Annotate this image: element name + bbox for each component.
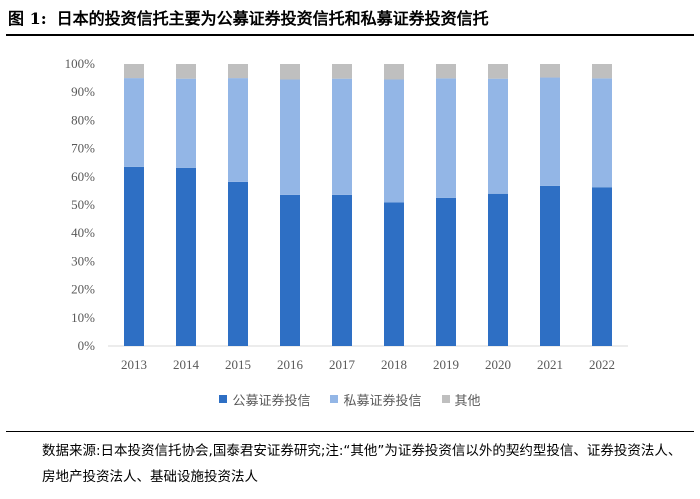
bar-segment-other-2013 [124, 64, 144, 79]
stacked-bar-chart: 0% 10% 20% 30% 40% 50% 60% 70% 80% 90% 100% 2013 201… [65, 56, 628, 372]
bar-segment-public-2020 [488, 193, 508, 346]
bar-segment-private-2021 [540, 77, 560, 186]
figure-title: 图 1: 日本的投资信托主要为公募证券投资信托和私募证券投资信托 [8, 6, 692, 34]
bar-segment-private-2018 [384, 79, 404, 203]
x-tick-label: 2018 [381, 357, 407, 372]
y-tick-label: 60% [71, 169, 95, 184]
y-tick-label: 20% [71, 282, 95, 297]
figure-title-text: 日本的投资信托主要为公募证券投资信托和私募证券投资信托 [56, 9, 489, 28]
x-tick-label: 2020 [485, 357, 511, 372]
bar-segment-public-2014 [176, 167, 196, 346]
y-tick-label: 100% [65, 56, 96, 71]
y-tick-label: 40% [71, 225, 95, 240]
bar-segment-private-2016 [280, 79, 300, 195]
x-tick-label: 2021 [537, 357, 563, 372]
title-rule [6, 34, 694, 36]
y-tick-label: 50% [71, 197, 95, 212]
figure-label: 图 1: [8, 9, 47, 28]
bar-segment-public-2019 [436, 197, 456, 346]
x-tick-label: 2015 [225, 357, 251, 372]
bar-segment-public-2017 [332, 194, 352, 346]
bar-segment-other-2022 [592, 64, 612, 79]
legend-item: 其他 [441, 388, 481, 410]
bar-segment-other-2016 [280, 64, 300, 80]
bar-segment-other-2017 [332, 64, 352, 79]
x-tick-label: 2014 [173, 357, 200, 372]
y-tick-label: 30% [71, 253, 95, 268]
bar-segment-private-2019 [436, 78, 456, 198]
bar-segment-other-2015 [228, 64, 248, 79]
y-tick-label: 10% [71, 310, 95, 325]
bar-segment-other-2018 [384, 64, 404, 80]
bar-segment-other-2021 [540, 64, 560, 78]
x-tick-label: 2013 [121, 357, 147, 372]
y-tick-label: 0% [78, 338, 96, 353]
legend-swatch [441, 395, 450, 403]
legend-swatch [219, 395, 228, 403]
bar-segment-public-2018 [384, 202, 404, 346]
bar-segment-private-2014 [176, 78, 196, 168]
bar-segment-private-2013 [124, 78, 144, 167]
legend-swatch [330, 395, 339, 403]
y-tick-label: 70% [71, 141, 95, 156]
legend-item: 公募证券投信 [219, 388, 310, 410]
legend-label: 私募证券投信 [343, 393, 422, 409]
bar-segment-private-2020 [488, 78, 508, 194]
bar-segment-public-2022 [592, 187, 612, 346]
y-tick-label: 90% [71, 84, 95, 99]
note-rule [6, 431, 694, 432]
bar-segment-private-2015 [228, 78, 248, 182]
bar-segment-public-2016 [280, 194, 300, 346]
bar-segment-public-2021 [540, 185, 560, 346]
bar-segment-public-2015 [228, 181, 248, 346]
bar-segment-other-2020 [488, 64, 508, 79]
legend-label: 其他 [454, 393, 481, 409]
bar-segment-other-2014 [176, 64, 196, 79]
x-tick-label: 2017 [329, 357, 356, 372]
bar-segment-private-2017 [332, 78, 352, 195]
chart-legend: 公募证券投信 私募证券投信 其他 [0, 388, 700, 410]
y-tick-label: 80% [71, 112, 95, 127]
bar-segment-other-2019 [436, 64, 456, 79]
legend-item: 私募证券投信 [330, 388, 422, 410]
bar-segment-public-2013 [124, 166, 144, 346]
x-tick-label: 2022 [589, 357, 615, 372]
bar-segment-private-2022 [592, 78, 612, 188]
x-tick-label: 2016 [277, 357, 304, 372]
legend-label: 公募证券投信 [232, 393, 311, 409]
x-tick-label: 2019 [433, 357, 459, 372]
source-note: 数据来源:日本投资信托协会,国泰君安证券研究;注:“其他”为证券投资信以外的契约… [42, 443, 682, 485]
